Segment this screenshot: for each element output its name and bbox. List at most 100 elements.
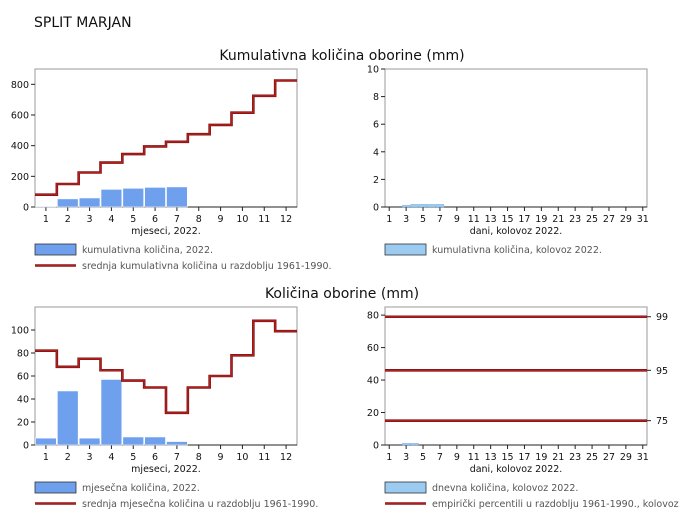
bar-day-3 (402, 204, 411, 208)
x-tick-label: 1 (43, 452, 49, 463)
x-tick-label: 1 (386, 214, 392, 225)
bar-month-6 (144, 436, 166, 446)
bar-day-3 (402, 443, 411, 446)
y-tick-label: 80 (17, 349, 29, 360)
y-tick-label: 400 (11, 141, 29, 152)
x-tick-label: 11 (468, 452, 480, 463)
x-tick-label: 10 (236, 452, 248, 463)
bar-month-4 (100, 189, 123, 208)
x-tick-label: 19 (535, 214, 547, 225)
x-tick-label: 11 (258, 214, 270, 225)
legend-label: empirički percentili u razdoblju 1961-19… (432, 499, 679, 510)
bar-month-7 (166, 441, 188, 446)
y-tick-label: 10 (367, 65, 379, 76)
x-tick-label: 3 (87, 214, 93, 225)
bar-month-3 (78, 197, 101, 208)
bar-day-6 (427, 204, 436, 208)
bar-month-2 (57, 198, 79, 208)
x-tick-label: 1 (43, 214, 49, 225)
y-tick-label: 200 (11, 172, 29, 183)
y-tick-label: 60 (367, 343, 379, 354)
x-tick-label: 27 (603, 452, 615, 463)
x-tick-label: 7 (437, 452, 443, 463)
legend-label: srednja mjesečna količina u razdoblju 19… (82, 499, 318, 510)
x-tick-label: 5 (130, 214, 136, 225)
x-tick-label: 4 (108, 214, 114, 225)
legend-swatch-bar (34, 243, 77, 256)
y-tick-label: 40 (17, 395, 29, 406)
y-tick-label: 60 (17, 372, 29, 383)
x-tick-label: 5 (420, 452, 426, 463)
bar-day-4 (410, 204, 419, 208)
x-tick-label: 19 (535, 452, 547, 463)
x-tick-label: 25 (586, 452, 598, 463)
y-tick-label: 800 (11, 80, 29, 91)
x-tick-label: 21 (552, 214, 564, 225)
legend-swatch-bar (384, 481, 427, 494)
y-tick-label: 80 (367, 311, 379, 322)
x-tick-label: 25 (586, 214, 598, 225)
station-name: SPLIT MARJAN (34, 15, 132, 31)
x-tick-label: 3 (87, 452, 93, 463)
bar-day-5 (418, 204, 428, 208)
y-tick-label: 6 (373, 120, 379, 131)
x-tick-label: 17 (518, 214, 530, 225)
bar-month-6 (144, 187, 166, 208)
x-tick-label: 11 (468, 214, 480, 225)
y-tick-label: 0 (373, 441, 379, 452)
bar-month-7 (166, 186, 188, 208)
x-tick-label: 6 (152, 214, 158, 225)
bar-month-1 (35, 437, 57, 446)
x-tick-label: 9 (454, 214, 460, 225)
x-tick-label: 12 (280, 214, 292, 225)
x-tick-label: 7 (174, 214, 180, 225)
x-tick-label: 3 (403, 452, 409, 463)
y-tick-label: 20 (17, 418, 29, 429)
x-tick-label: 27 (603, 214, 615, 225)
bar-day-4 (410, 443, 419, 446)
x-tick-label: 13 (485, 214, 497, 225)
percentile-75-label: 75 (656, 416, 668, 427)
bar-month-2 (57, 390, 79, 446)
x-tick-label: 29 (620, 452, 632, 463)
x-tick-label: 17 (518, 452, 530, 463)
legend-label: kumulativna količina, kolovoz 2022. (432, 245, 602, 256)
x-tick-label: 1 (386, 452, 392, 463)
mean-step-line (35, 79, 297, 196)
x-tick-label: 21 (552, 452, 564, 463)
bar-month-4 (100, 379, 123, 446)
percentile-99-label: 99 (656, 312, 668, 323)
y-tick-label: 100 (11, 326, 29, 337)
x-tick-label: 15 (502, 214, 514, 225)
x-tick-label: 9 (218, 214, 224, 225)
x-tick-label: 23 (569, 214, 581, 225)
x-tick-label: 29 (620, 214, 632, 225)
x-tick-label: 3 (403, 214, 409, 225)
legend-label: srednja kumulativna količina u razdoblju… (82, 261, 332, 272)
x-axis-label: dani, kolovoz 2022. (470, 464, 563, 475)
x-tick-label: 5 (420, 214, 426, 225)
x-tick-label: 11 (258, 452, 270, 463)
x-tick-label: 7 (174, 452, 180, 463)
mean-step-line (35, 320, 297, 414)
x-tick-label: 23 (569, 452, 581, 463)
x-tick-label: 31 (637, 452, 649, 463)
x-axis-label: mjeseci, 2022. (131, 226, 201, 237)
legend-label: mjesečna količina, 2022. (82, 483, 200, 494)
percentile-95-label: 95 (656, 366, 668, 377)
y-tick-label: 2 (373, 175, 379, 186)
x-tick-label: 6 (152, 452, 158, 463)
x-axis-label: mjeseci, 2022. (131, 464, 201, 475)
x-tick-label: 31 (637, 214, 649, 225)
x-tick-label: 2 (65, 452, 71, 463)
bar-month-3 (78, 437, 101, 446)
x-axis-label: dani, kolovoz 2022. (470, 226, 563, 237)
y-tick-label: 0 (23, 203, 29, 214)
x-tick-label: 2 (65, 214, 71, 225)
bar-day-7 (435, 204, 445, 208)
y-tick-label: 0 (23, 441, 29, 452)
